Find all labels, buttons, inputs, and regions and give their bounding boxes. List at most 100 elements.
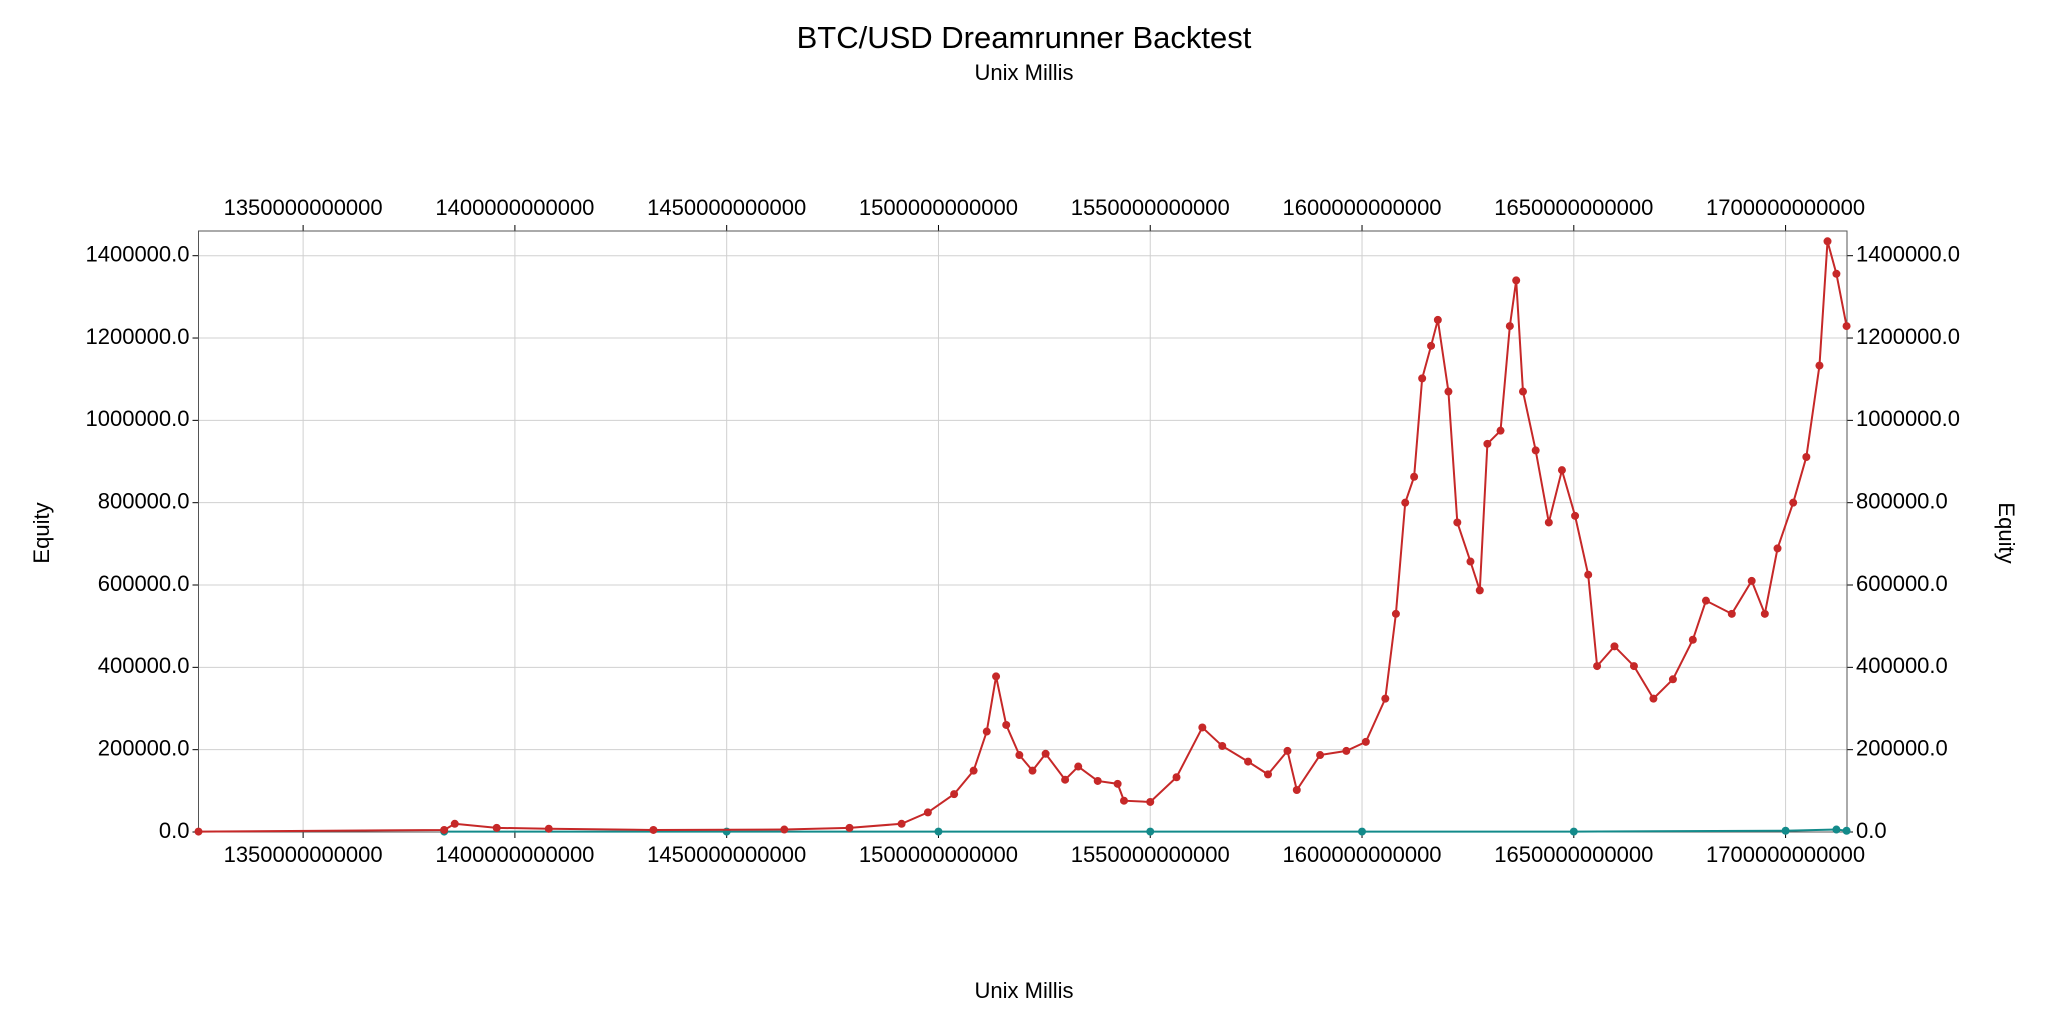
data-point [1688, 635, 1697, 644]
data-point [1466, 557, 1475, 566]
x2-tick-label: 1600000000000 [1282, 195, 1441, 220]
data-point [1701, 596, 1710, 605]
y2-tick-label: 0.0 [1856, 818, 1887, 843]
data-point [1381, 694, 1390, 703]
data-point [1789, 498, 1798, 507]
data-point [969, 766, 978, 775]
y-axis-label: Equity [29, 502, 54, 563]
data-point [1041, 749, 1050, 758]
data-point [1475, 586, 1484, 595]
data-point [1781, 826, 1790, 835]
data-point [1569, 827, 1578, 836]
x-axis-label: Unix Millis [975, 978, 1074, 1003]
chart-title: BTC/USD Dreamrunner Backtest [797, 20, 1252, 55]
x2-tick-label: 1400000000000 [435, 195, 594, 220]
data-point [1113, 779, 1122, 788]
data-point [1061, 775, 1070, 784]
y-tick-label: 400000.0 [98, 653, 190, 678]
data-point [1802, 452, 1811, 461]
data-point [1832, 269, 1841, 278]
data-point [950, 790, 959, 799]
data-point [1002, 720, 1011, 729]
x2-tick-label: 1350000000000 [224, 195, 383, 220]
data-point [1557, 466, 1566, 475]
data-point [1391, 609, 1400, 618]
data-point [1544, 518, 1553, 527]
x-tick-label: 1350000000000 [224, 842, 383, 867]
y-tick-label: 1200000.0 [86, 324, 190, 349]
data-point [1842, 322, 1851, 331]
data-point [992, 672, 1001, 681]
x-tick-label: 1650000000000 [1494, 842, 1653, 867]
y-tick-label: 1000000.0 [86, 406, 190, 431]
data-point [1747, 576, 1756, 585]
data-point [1512, 276, 1521, 285]
data-point [1244, 757, 1253, 766]
x-tick-label: 1500000000000 [859, 842, 1018, 867]
data-point [1146, 827, 1155, 836]
y2-axis-label: Equity [1994, 502, 2019, 563]
data-point [1832, 825, 1841, 834]
y2-tick-label: 1000000.0 [1856, 406, 1960, 431]
data-point [1316, 751, 1325, 760]
y-tick-label: 200000.0 [98, 735, 190, 760]
data-point [450, 819, 459, 828]
data-point [1218, 741, 1227, 750]
data-point [1593, 662, 1602, 671]
data-point [1358, 827, 1367, 836]
x2-tick-label: 1650000000000 [1494, 195, 1653, 220]
data-point [934, 827, 943, 836]
x-tick-label: 1450000000000 [647, 842, 806, 867]
x-tick-label: 1400000000000 [435, 842, 594, 867]
data-point [1584, 570, 1593, 579]
y-tick-label: 1400000.0 [86, 242, 190, 267]
data-point [923, 808, 932, 817]
data-point [1483, 439, 1492, 448]
data-point [1427, 341, 1436, 350]
data-point [1198, 723, 1207, 732]
x-tick-label: 1600000000000 [1282, 842, 1441, 867]
y-tick-label: 800000.0 [98, 488, 190, 513]
data-point [1629, 662, 1638, 671]
data-point [1505, 322, 1514, 331]
data-point [1028, 766, 1037, 775]
data-point [1172, 773, 1181, 782]
data-point [1074, 762, 1083, 771]
series-line [198, 241, 1848, 833]
data-point [649, 825, 658, 834]
data-point [1361, 737, 1370, 746]
x2-tick-label: 1450000000000 [647, 195, 806, 220]
data-point [1727, 609, 1736, 618]
data-point [194, 827, 203, 836]
data-point [544, 824, 553, 833]
y2-tick-label: 400000.0 [1856, 653, 1948, 678]
data-point [1342, 746, 1351, 755]
data-point [1093, 776, 1102, 785]
y2-tick-label: 1200000.0 [1856, 324, 1960, 349]
data-point [1292, 786, 1301, 795]
data-point [780, 825, 789, 834]
data-point [982, 727, 991, 736]
data-point [440, 825, 449, 834]
data-point [1773, 544, 1782, 553]
data-point [1668, 675, 1677, 684]
data-point [1418, 374, 1427, 383]
data-point [897, 819, 906, 828]
data-point [1444, 387, 1453, 396]
y2-tick-label: 1400000.0 [1856, 242, 1960, 267]
data-point [1263, 770, 1272, 779]
x-tick-label: 1550000000000 [1071, 842, 1230, 867]
data-point [492, 823, 501, 832]
x2-tick-label: 1700000000000 [1706, 195, 1865, 220]
data-point [1610, 642, 1619, 651]
chart-subtitle: Unix Millis [975, 60, 1074, 85]
y-tick-label: 600000.0 [98, 571, 190, 596]
x-tick-label: 1700000000000 [1706, 842, 1865, 867]
y-tick-label: 0.0 [159, 818, 190, 843]
data-point [845, 823, 854, 832]
data-point [1146, 797, 1155, 806]
data-point [1571, 511, 1580, 520]
data-point [1842, 826, 1851, 835]
y2-tick-label: 600000.0 [1856, 571, 1948, 596]
